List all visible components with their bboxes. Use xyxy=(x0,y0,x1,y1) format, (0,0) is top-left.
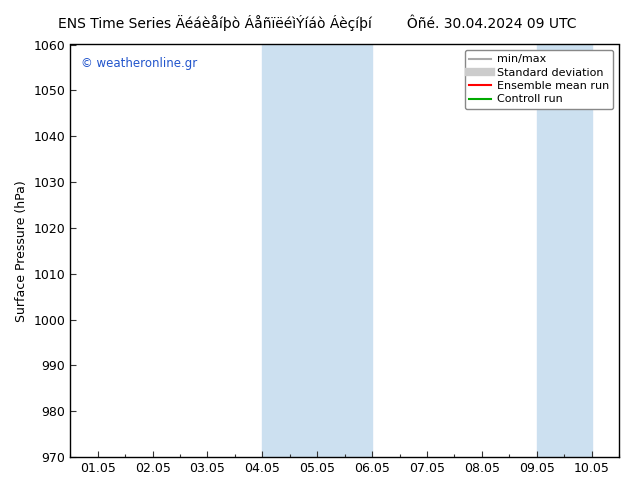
Bar xyxy=(537,45,592,457)
Y-axis label: Surface Pressure (hPa): Surface Pressure (hPa) xyxy=(15,180,28,322)
Bar xyxy=(262,45,372,457)
Text: © weatheronline.gr: © weatheronline.gr xyxy=(81,57,198,70)
Text: ENS Time Series Äéáèåíþò ÁåñïëéìÝíáò Áèçíþí        Ôñé. 30.04.2024 09 UTC: ENS Time Series Äéáèåíþò ÁåñïëéìÝíáò Áèç… xyxy=(58,15,576,31)
Legend: min/max, Standard deviation, Ensemble mean run, Controll run: min/max, Standard deviation, Ensemble me… xyxy=(465,50,614,109)
